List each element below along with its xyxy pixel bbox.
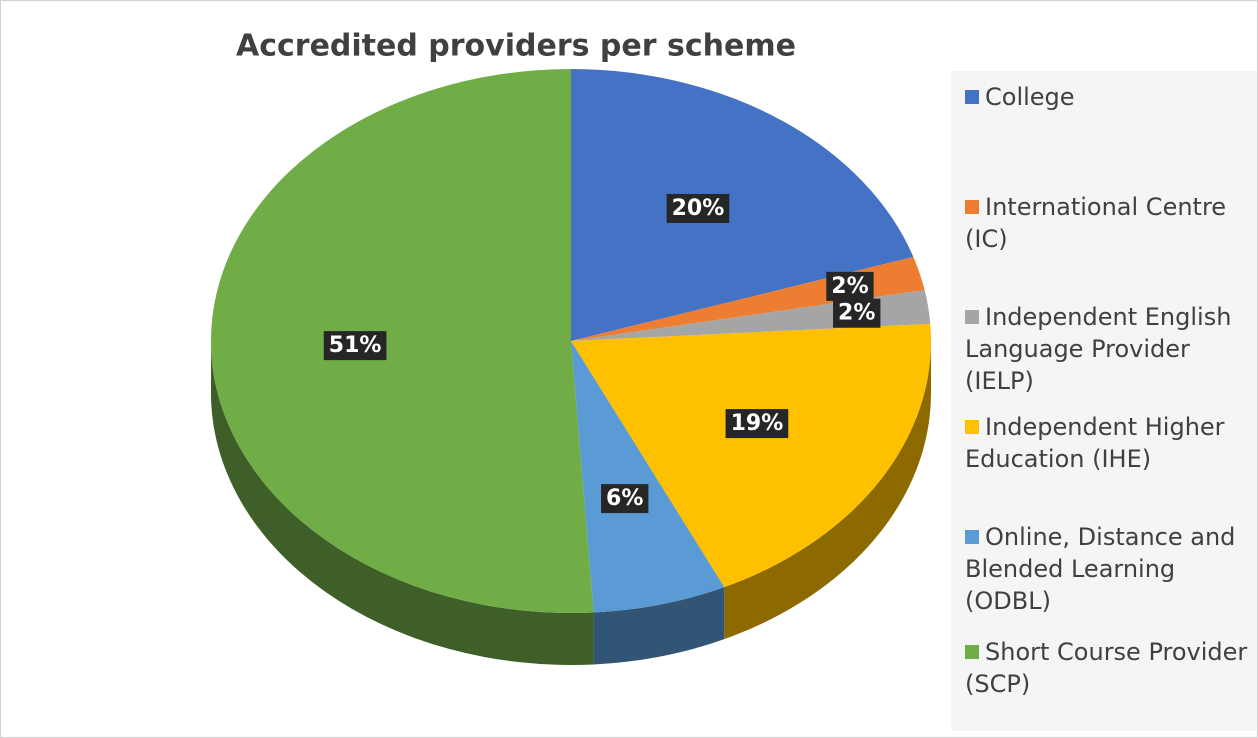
- label-box: [666, 193, 730, 223]
- label-box: [833, 298, 881, 328]
- slice: [210, 69, 594, 614]
- slice-side: [593, 587, 725, 665]
- legend: College International Centre (IC) Independ…: [951, 71, 1257, 731]
- data-label: 2%: [831, 274, 868, 299]
- data-label: 6%: [606, 486, 643, 511]
- legend-label: Independent Higher Education (IHE): [965, 413, 1225, 473]
- label-box: [323, 331, 387, 361]
- data-label: 20%: [672, 196, 725, 221]
- label-box: [725, 409, 789, 439]
- slice: [571, 341, 725, 613]
- legend-swatch: [965, 645, 979, 659]
- slice-side: [211, 341, 594, 665]
- legend-label: International Centre (IC): [965, 193, 1227, 253]
- legend-label: Independent English Language Provider (I…: [965, 303, 1232, 395]
- legend-swatch: [965, 530, 979, 544]
- legend-item: International Centre (IC): [965, 191, 1255, 255]
- legend-item: Online, Distance and Blended Learning (O…: [965, 521, 1255, 617]
- legend-item: Short Course Provider (SCP): [965, 636, 1255, 700]
- legend-item: Independent English Language Provider (I…: [965, 301, 1255, 397]
- legend-swatch: [965, 200, 979, 214]
- chart-title: Accredited providers per scheme: [236, 29, 796, 64]
- legend-item: Independent Higher Education (IHE): [965, 411, 1255, 475]
- label-box: [826, 271, 874, 301]
- label-box: [601, 484, 649, 514]
- legend-label: Online, Distance and Blended Learning (O…: [965, 523, 1236, 615]
- data-label: 51%: [329, 333, 382, 358]
- data-label: 19%: [731, 411, 784, 436]
- legend-swatch: [965, 310, 979, 324]
- slice-side: [724, 341, 931, 640]
- legend-item: College: [965, 81, 1255, 113]
- legend-label: Short Course Provider (SCP): [965, 638, 1248, 698]
- slice: [571, 323, 931, 588]
- data-label: 2%: [838, 301, 875, 326]
- legend-swatch: [965, 420, 979, 434]
- legend-label: College: [985, 83, 1075, 111]
- legend-swatch: [965, 90, 979, 104]
